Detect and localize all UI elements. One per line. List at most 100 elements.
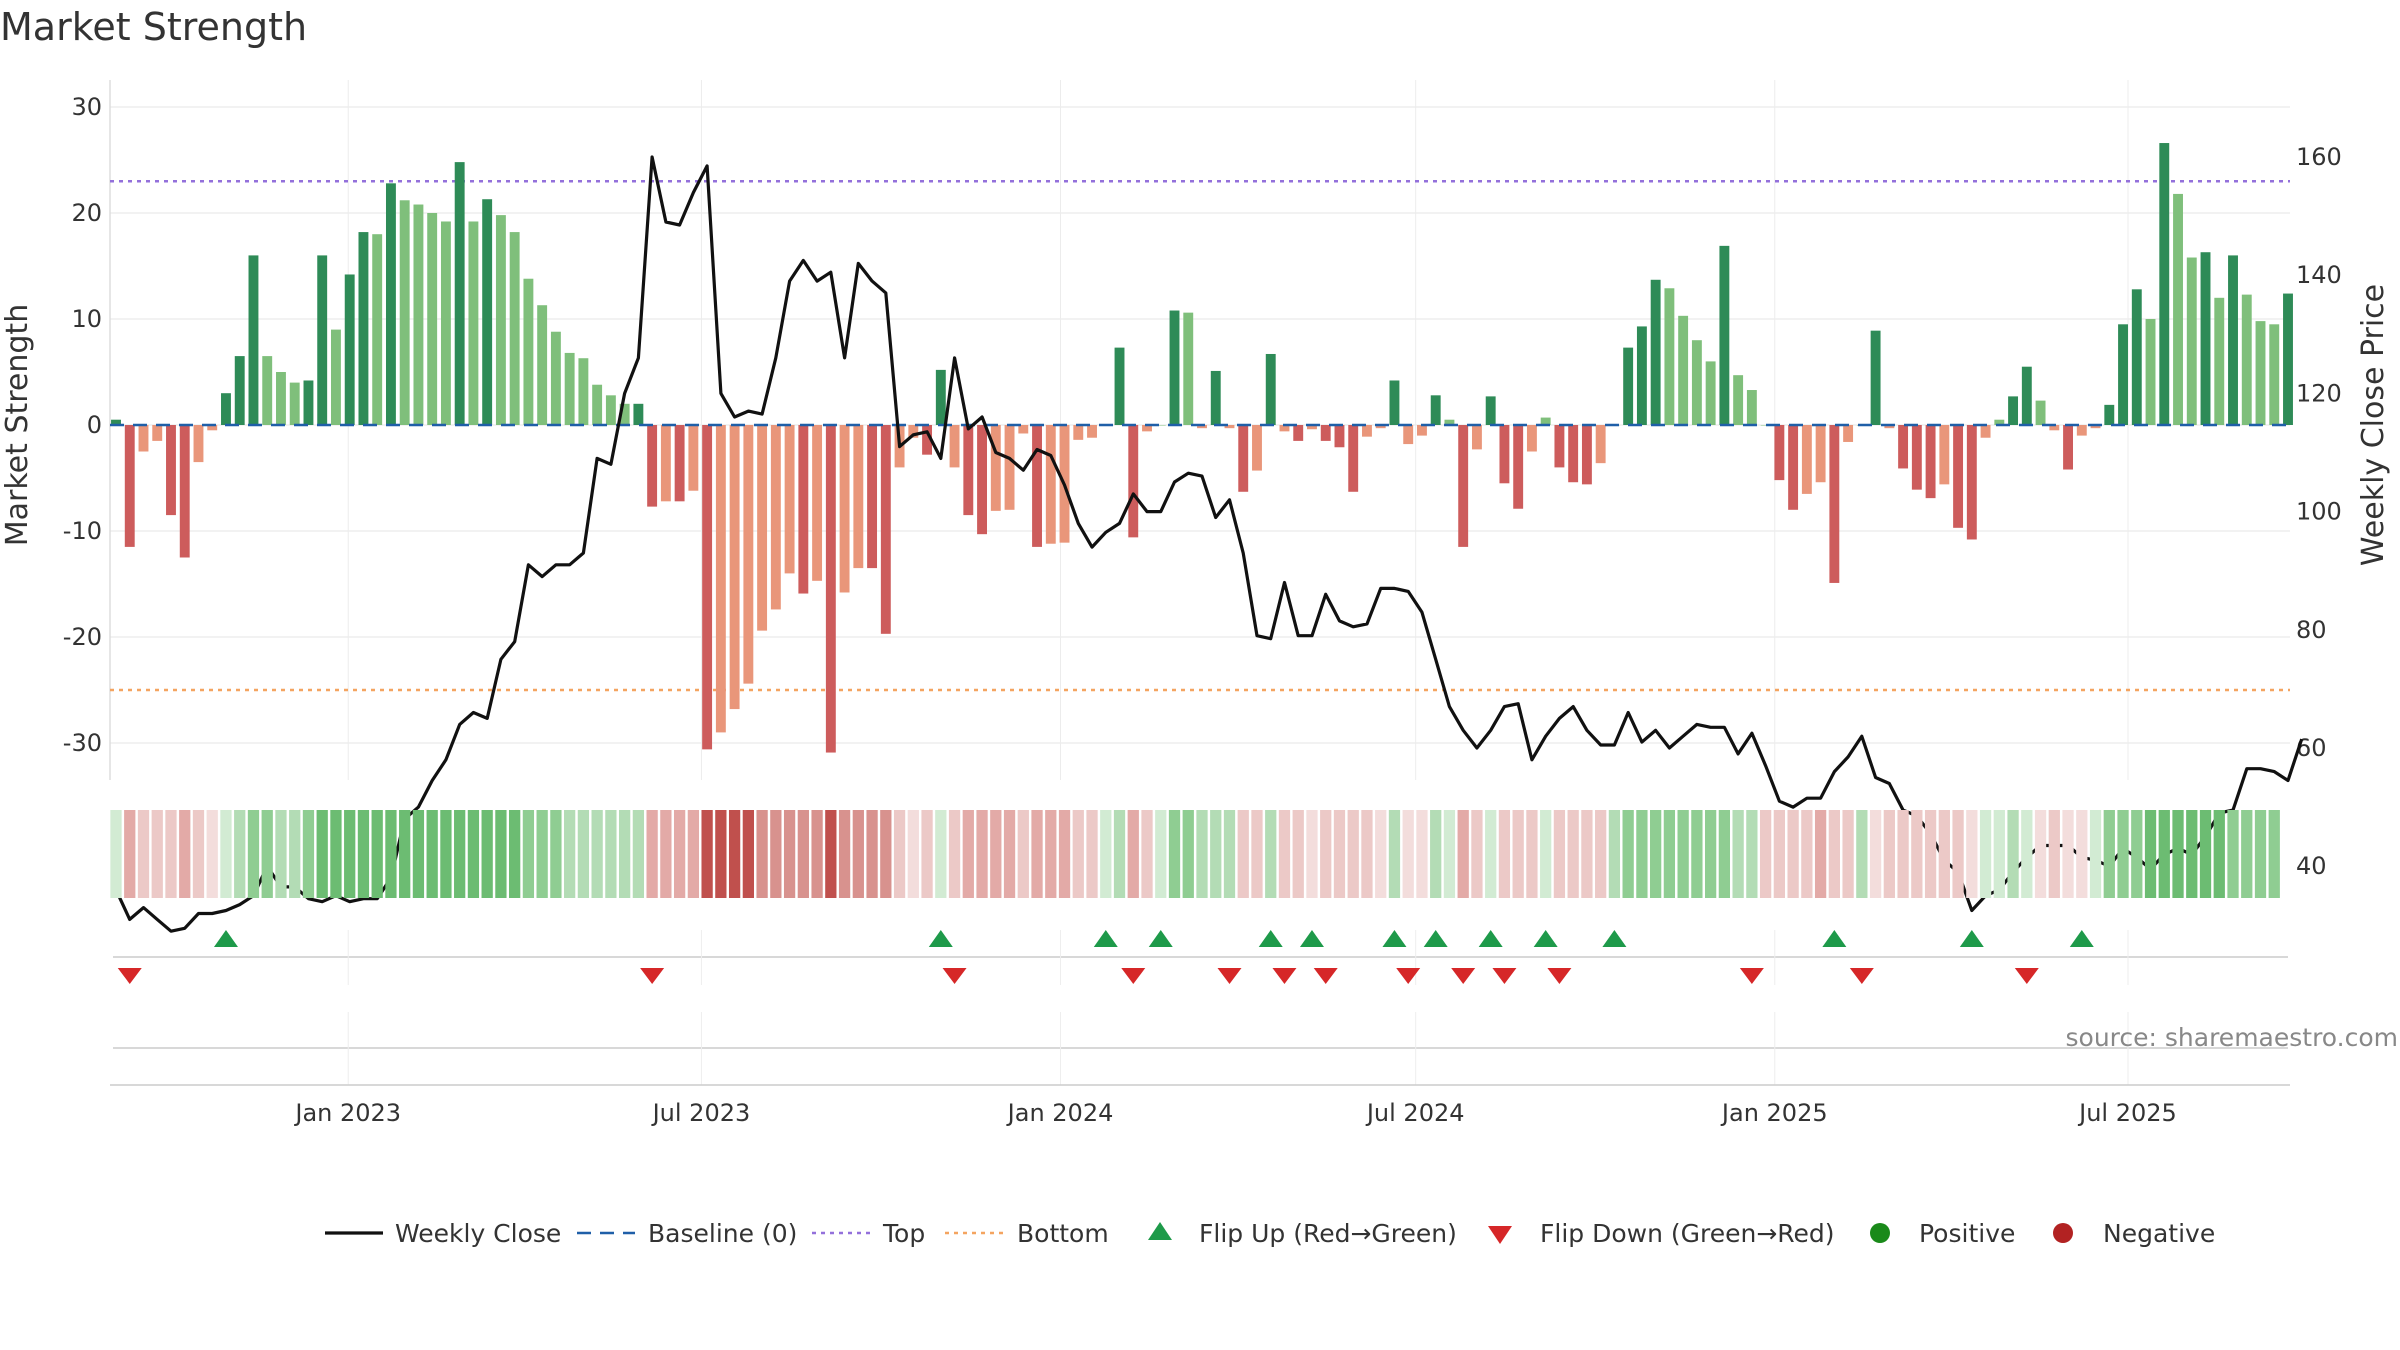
heat-cell [1100,810,1112,898]
heat-cell [1718,810,1731,898]
heat-cell [1265,810,1277,898]
flip-up-marker [1299,930,1324,947]
strength-bar [647,425,658,507]
strength-bar [619,403,630,425]
flip-up-marker [1148,930,1173,947]
heat-cell [1072,810,1084,898]
heat-cell [399,810,411,898]
flip-up-marker [213,930,238,947]
strength-bar [317,255,328,425]
heat-cell [206,810,218,898]
strength-bar [2076,425,2087,436]
heat-cell [2186,810,2198,898]
flip-down-marker [1492,968,1517,984]
strength-bar [1128,425,1139,538]
heat-cell [1952,810,1964,898]
strength-bar [399,200,410,425]
heat-cell [2076,810,2088,898]
dot-panel [113,1012,2288,1085]
y-tick-label: 10 [71,305,102,333]
strength-bar [1375,425,1386,429]
strength-bar [2049,425,2060,431]
heat-cell [1869,810,1882,898]
heat-cell [797,810,809,898]
heat-cell [1196,810,1208,898]
y2-tick-label: 40 [2296,852,2327,880]
flip-down-marker [1849,968,1874,984]
strength-bar [1197,425,1207,429]
strength-bar [1746,390,1757,425]
strength-bar [427,213,438,425]
heat-cell [1278,810,1291,898]
strength-bar [2021,366,2032,425]
strength-bar [1774,425,1785,481]
heat-cell [302,810,315,898]
heat-cell [618,810,631,898]
heat-cell [1842,810,1854,898]
flip-up-marker [1258,930,1283,947]
strength-bar [1568,425,1579,483]
strength-bar [207,425,218,431]
heat-cell [673,810,686,898]
heat-cell [1911,810,1923,898]
heat-cell [632,810,645,898]
strength-bar [2063,425,2073,470]
strength-bar [578,358,589,425]
strength-bar [303,380,314,425]
heat-cell [1182,810,1194,898]
strength-bar [1485,396,1496,425]
strength-bar [784,425,795,574]
source-note: source: sharemaestro.com [2066,1023,2399,1052]
weekly-close-line [114,155,2304,933]
heat-cell [1993,810,2005,898]
strength-bar [1678,315,1689,425]
heat-cell [495,810,507,898]
strength-bar [2241,294,2252,425]
strength-bar [1526,425,1537,452]
heat-cell [811,810,823,898]
strength-bar [2131,289,2142,425]
heat-cell [1127,810,1139,898]
strength-bar [908,425,919,438]
chart-title: Market Strength [0,5,307,49]
strength-bar [977,425,987,535]
y-tick-label: -10 [63,517,102,545]
heat-cell [893,810,906,898]
heat-cell [151,810,163,898]
heat-cell [2241,810,2253,898]
strength-bar [1870,330,1881,425]
legend-label: Baseline (0) [648,1219,797,1248]
flip-down-marker [117,968,142,984]
heat-cell [1457,810,1469,898]
strength-bar [1499,425,1510,484]
legend-swatch-negative [2053,1223,2073,1243]
strength-bar [1458,425,1469,547]
strength-bar [454,162,465,425]
heat-cell [1663,810,1676,898]
strength-bar [2035,400,2046,425]
heat-cell [137,810,150,898]
strength-bar [385,183,396,425]
strength-bar [1334,425,1345,448]
strength-bar [1169,310,1180,425]
strength-bar [825,425,836,753]
strength-bar [2173,193,2183,425]
strength-bar [949,425,960,468]
strength-bar [1650,279,1661,425]
heat-cell [220,810,232,898]
heat-cell [990,810,1002,898]
heat-cell [289,810,301,898]
heat-cell [1375,810,1387,898]
heat-cell [1801,810,1813,898]
strength-bar [660,425,671,502]
strength-bar [1238,425,1249,492]
heat-cell [1553,810,1566,898]
strength-bar [2008,396,2019,425]
strength-bar [1403,425,1414,445]
heat-cell [1828,810,1840,898]
x-axis: Jan 2023 Jul 2023 Jan 2024 Jul 2024 Jan 2025… [110,1084,2290,1127]
flip-down-marker [1272,968,1297,984]
heat-cell [1292,810,1304,898]
heat-cell [1471,810,1483,898]
